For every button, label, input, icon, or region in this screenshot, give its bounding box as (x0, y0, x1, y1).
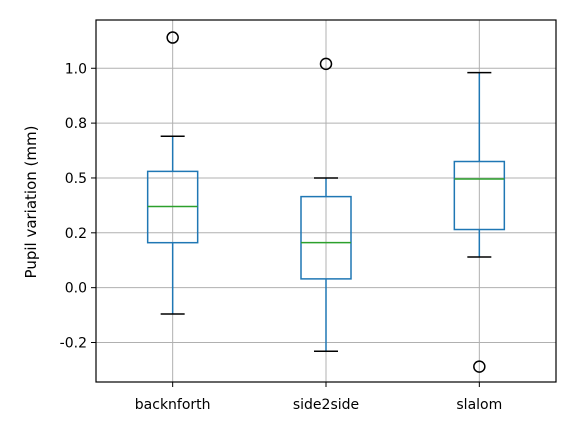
x-tick-label: backnforth (135, 397, 211, 413)
plot-frame (95, 19, 557, 383)
y-tick-label: -0.2 (60, 336, 87, 352)
iqr-box (453, 160, 506, 231)
y-tick-label: 0.5 (65, 171, 87, 187)
outlier-point (319, 57, 333, 71)
y-tick-label: 0.0 (65, 281, 87, 297)
x-tick-label: side2side (293, 397, 359, 413)
box-slalom (453, 71, 506, 373)
box-side2side (300, 57, 352, 353)
outlier-point (166, 31, 179, 44)
y-tick-label: 0.2 (65, 226, 87, 242)
y-tick-label: 0.8 (65, 116, 87, 132)
x-tick-label: slalom (456, 397, 502, 413)
y-axis-label: Pupil variation (mm) (22, 126, 40, 279)
y-axis-ticks: -0.2 0.0 0.2 0.5 0.8 1.0 (60, 61, 96, 352)
iqr-box (300, 195, 352, 280)
box-series (146, 31, 506, 373)
box-backnforth (146, 31, 199, 315)
x-axis-ticks: backnforth side2side slalom (135, 382, 502, 413)
y-tick-label: 1.0 (65, 61, 87, 77)
outlier-point (473, 360, 486, 373)
